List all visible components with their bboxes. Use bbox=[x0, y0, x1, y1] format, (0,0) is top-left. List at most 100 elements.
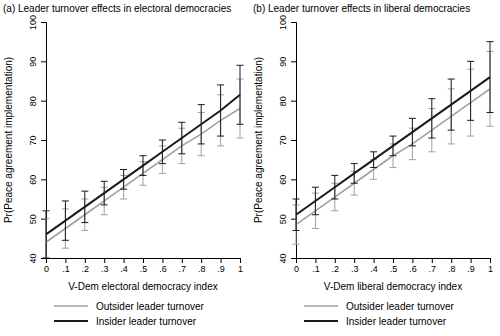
x-tick-label: .4 bbox=[120, 264, 128, 274]
x-axis-title: V-Dem electoral democracy index bbox=[68, 281, 218, 292]
y-tick-mark bbox=[291, 219, 296, 220]
y-tick-label: 100 bbox=[278, 15, 288, 30]
x-tick: .7 bbox=[429, 258, 437, 274]
y-tick: 80 bbox=[278, 96, 296, 106]
x-tick: .9 bbox=[217, 258, 225, 274]
x-tick-label: .6 bbox=[159, 264, 167, 274]
y-tick-label: 70 bbox=[278, 135, 288, 145]
x-tick-mark bbox=[354, 258, 355, 263]
x-tick: .8 bbox=[448, 258, 456, 274]
x-tick-mark bbox=[85, 258, 86, 263]
x-tick-label: .2 bbox=[332, 264, 340, 274]
x-tick: .4 bbox=[370, 258, 378, 274]
x-axis-title: V-Dem liberal democracy index bbox=[324, 281, 462, 292]
x-tick: 0 bbox=[294, 258, 299, 274]
x-tick-label: .8 bbox=[198, 264, 206, 274]
x-tick-mark bbox=[201, 258, 202, 263]
legend-label: Insider leader turnover bbox=[96, 316, 197, 327]
y-tick-mark bbox=[41, 140, 46, 141]
legend: Outsider leader turnover Insider leader t… bbox=[54, 301, 205, 327]
y-tick-mark bbox=[291, 179, 296, 180]
legend-label: Insider leader turnover bbox=[346, 316, 447, 327]
y-tick: 60 bbox=[28, 175, 46, 185]
series-line bbox=[46, 109, 240, 243]
x-tick: .5 bbox=[390, 258, 398, 274]
x-tick-mark bbox=[412, 258, 413, 263]
legend-label: Outsider leader turnover bbox=[346, 301, 455, 312]
x-tick-mark bbox=[124, 258, 125, 263]
y-tick-mark bbox=[41, 101, 46, 102]
y-tick-label: 50 bbox=[28, 214, 38, 224]
x-tick-mark bbox=[490, 258, 491, 263]
error-bar bbox=[237, 65, 244, 124]
chart-title: (a) Leader turnover effects in electoral… bbox=[3, 3, 231, 14]
x-tick-label: .7 bbox=[429, 264, 437, 274]
error-bar bbox=[293, 199, 300, 230]
y-tick-label: 100 bbox=[28, 15, 38, 30]
x-axis-line bbox=[297, 259, 491, 264]
x-tick: .8 bbox=[198, 258, 206, 274]
legend-entry: Insider leader turnover bbox=[54, 316, 197, 327]
plot-area: 0.1.2.3.4.5.6.7.8.91405060708090100 bbox=[28, 15, 244, 274]
y-tick: 40 bbox=[278, 253, 296, 263]
x-tick-label: .3 bbox=[101, 264, 109, 274]
series-line bbox=[296, 89, 490, 225]
y-tick: 40 bbox=[28, 253, 46, 263]
x-tick-mark bbox=[471, 258, 472, 263]
x-tick-mark bbox=[104, 258, 105, 263]
y-tick: 90 bbox=[278, 57, 296, 67]
panel: (a) Leader turnover effects in electoral… bbox=[3, 3, 244, 327]
legend-entry: Insider leader turnover bbox=[304, 316, 447, 327]
x-tick-mark bbox=[65, 258, 66, 263]
x-tick: 1 bbox=[238, 258, 243, 274]
x-tick-label: .5 bbox=[390, 264, 398, 274]
x-tick-mark bbox=[221, 258, 222, 263]
x-tick: .5 bbox=[140, 258, 148, 274]
legend-entry: Outsider leader turnover bbox=[304, 301, 455, 312]
x-tick-mark bbox=[374, 258, 375, 263]
y-tick-label: 90 bbox=[28, 57, 38, 67]
x-tick-label: .1 bbox=[62, 264, 70, 274]
x-tick-label: .1 bbox=[312, 264, 320, 274]
y-tick-label: 50 bbox=[278, 214, 288, 224]
legend-entry: Outsider leader turnover bbox=[54, 301, 205, 312]
y-tick-mark bbox=[41, 258, 46, 259]
x-tick-label: .8 bbox=[448, 264, 456, 274]
legend-swatch bbox=[304, 320, 338, 322]
y-tick: 100 bbox=[278, 15, 296, 30]
y-axis: 40 50 60 70 80 90 100 bbox=[28, 15, 47, 264]
x-tick: 1 bbox=[488, 258, 493, 274]
legend-swatch bbox=[304, 305, 338, 307]
y-tick-mark bbox=[291, 258, 296, 259]
x-axis: 0.1.2.3.4.5.6.7.8.91 bbox=[294, 258, 493, 274]
y-tick-label: 60 bbox=[28, 175, 38, 185]
y-tick-mark bbox=[291, 140, 296, 141]
x-tick-mark bbox=[432, 258, 433, 263]
x-tick-mark bbox=[335, 258, 336, 263]
y-tick-mark bbox=[41, 179, 46, 180]
x-tick-label: .5 bbox=[140, 264, 148, 274]
x-tick-label: .4 bbox=[370, 264, 378, 274]
y-tick-label: 60 bbox=[278, 175, 288, 185]
y-tick-label: 90 bbox=[278, 57, 288, 67]
x-tick-label: 0 bbox=[44, 264, 49, 274]
x-tick-mark bbox=[315, 258, 316, 263]
y-tick-label: 70 bbox=[28, 135, 38, 145]
legend-swatch bbox=[54, 320, 88, 322]
x-axis-line bbox=[47, 259, 241, 264]
x-tick-label: 0 bbox=[294, 264, 299, 274]
y-tick-mark bbox=[41, 61, 46, 62]
y-tick: 80 bbox=[28, 96, 46, 106]
x-tick: .2 bbox=[82, 258, 90, 274]
legend: Outsider leader turnover Insider leader t… bbox=[304, 301, 455, 327]
y-tick-mark bbox=[41, 22, 46, 23]
y-tick-label: 40 bbox=[28, 253, 38, 263]
x-tick: .4 bbox=[120, 258, 128, 274]
x-tick-label: 1 bbox=[488, 264, 493, 274]
figure: (a) Leader turnover effects in electoral… bbox=[0, 0, 500, 336]
y-tick: 50 bbox=[278, 214, 296, 224]
y-tick-mark bbox=[291, 22, 296, 23]
x-tick: .3 bbox=[101, 258, 109, 274]
x-tick: .1 bbox=[312, 258, 320, 274]
y-axis-title: Pr(Peace agreement implementation) bbox=[3, 57, 14, 223]
